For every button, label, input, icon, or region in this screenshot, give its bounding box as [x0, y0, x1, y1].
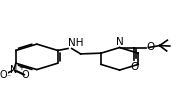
Text: O: O — [0, 70, 7, 80]
Text: O: O — [146, 42, 154, 52]
Text: O: O — [21, 70, 29, 80]
Text: ⁻: ⁻ — [7, 72, 11, 81]
Text: O: O — [130, 62, 139, 72]
Text: N: N — [10, 65, 18, 75]
Text: +: + — [18, 65, 24, 71]
Text: N: N — [116, 37, 123, 47]
Text: NH: NH — [68, 38, 84, 48]
